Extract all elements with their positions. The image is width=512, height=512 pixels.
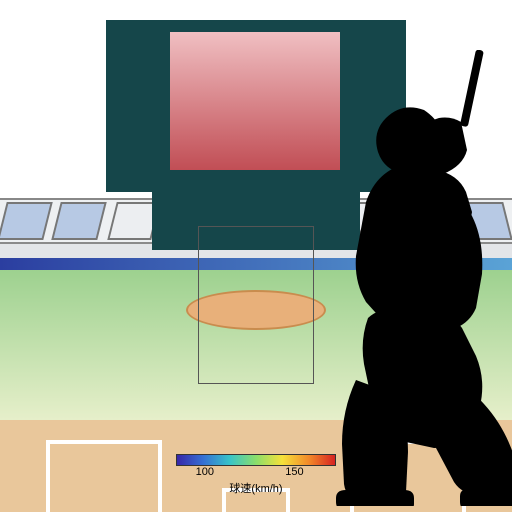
plate-line <box>46 440 50 512</box>
batter-silhouette <box>286 50 512 506</box>
plate-line <box>158 440 162 512</box>
seat-block <box>51 202 106 240</box>
plate-line <box>50 440 160 444</box>
legend-tick: 100 <box>196 466 214 478</box>
pitch-location-diagram: 100150 球速(km/h) <box>0 0 512 512</box>
